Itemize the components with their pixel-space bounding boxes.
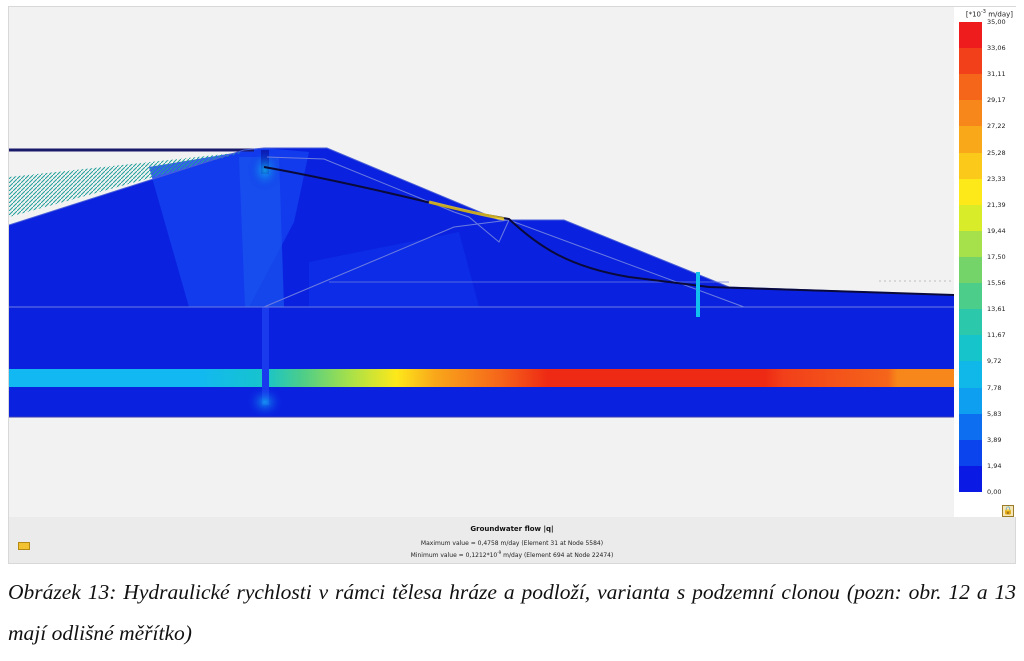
legend-tick-label: 11,67	[987, 331, 1006, 340]
legend-tick-label: 9,72	[987, 357, 1002, 366]
legend-color-bar	[959, 22, 982, 493]
legend-swatch	[959, 439, 982, 467]
legend-tick-label: 3,89	[987, 435, 1002, 444]
flow-plot	[9, 7, 954, 517]
core-outline	[266, 156, 510, 243]
figure-frame: [*10-3 m/day] 35,00 33,06 31,11 29,17 27,22 2…	[8, 6, 1017, 564]
legend-tick-label: 7,78	[987, 383, 1002, 392]
cutoff-wall	[262, 307, 269, 405]
legend-swatch	[959, 257, 982, 284]
surface-outline	[9, 147, 954, 296]
legend-tick-label: 17,50	[987, 253, 1006, 261]
zone-boundary	[263, 219, 745, 308]
permeable-layer	[9, 369, 954, 387]
legend-swatch	[959, 22, 982, 49]
legend-swatch	[959, 309, 982, 336]
legend-swatch	[959, 178, 982, 206]
drain-element	[696, 272, 700, 317]
legend-unit: [*10-3 m/day]	[965, 9, 1013, 19]
legend-swatch	[959, 413, 982, 441]
legend-tick-label: 13,61	[987, 305, 1006, 314]
legend-swatch	[959, 283, 982, 310]
yellow-marker-icon[interactable]	[18, 542, 30, 550]
legend-tick-label: 27,22	[987, 122, 1006, 131]
legend-tick-label: 35,00	[987, 18, 1006, 26]
seepage-hotspot-bottom	[247, 386, 283, 418]
legend-tick-label: 1,94	[987, 461, 1002, 470]
figure-caption: Obrázek 13: Hydraulické rychlosti v rámc…	[8, 580, 1016, 645]
color-legend: [*10-3 m/day] 35,00 33,06 31,11 29,17 27,22 2…	[954, 7, 1017, 517]
foundation-layer	[9, 307, 954, 369]
legend-tick-label: 19,44	[987, 226, 1006, 235]
legend-tick-label: 0,00	[987, 488, 1002, 496]
min-value-line: Minimum value = 0,1212*10-9 m/day (Eleme…	[410, 550, 614, 559]
seepage-hotspot	[247, 148, 283, 192]
legend-tick-label: 31,11	[987, 70, 1006, 79]
lock-icon[interactable]: 🔒	[1002, 505, 1014, 517]
filter-zone	[309, 232, 479, 307]
legend-swatch	[959, 335, 982, 362]
legend-swatch	[959, 152, 982, 180]
legend-tick-label: 29,17	[987, 96, 1006, 105]
legend-swatch	[959, 74, 982, 101]
slope-hotspot	[428, 200, 505, 221]
legend-tick-label: 5,83	[987, 409, 1002, 418]
legend-swatch	[959, 361, 982, 389]
legend-swatch	[959, 126, 982, 154]
legend-swatch	[959, 48, 982, 75]
legend-tick-label: 21,39	[987, 200, 1006, 209]
result-footer: Groundwater flow |q| Maximum value = 0,4…	[9, 517, 1015, 563]
legend-swatch	[959, 204, 982, 232]
result-title: Groundwater flow |q|	[470, 525, 554, 533]
legend-tick-label: 25,28	[987, 148, 1006, 157]
legend-swatch	[959, 465, 982, 493]
max-value-line: Maximum value = 0,4758 m/day (Element 31…	[420, 540, 604, 547]
legend-swatch	[959, 387, 982, 415]
core-zone-light	[239, 157, 284, 307]
legend-tick-label: 15,56	[987, 279, 1006, 288]
legend-tick-label: 23,33	[987, 174, 1006, 183]
legend-tick-label: 33,06	[987, 44, 1006, 53]
legend-swatch	[959, 230, 982, 258]
bedrock-layer	[9, 387, 954, 417]
legend-swatch	[959, 100, 982, 127]
dam-cross-section	[9, 147, 954, 418]
